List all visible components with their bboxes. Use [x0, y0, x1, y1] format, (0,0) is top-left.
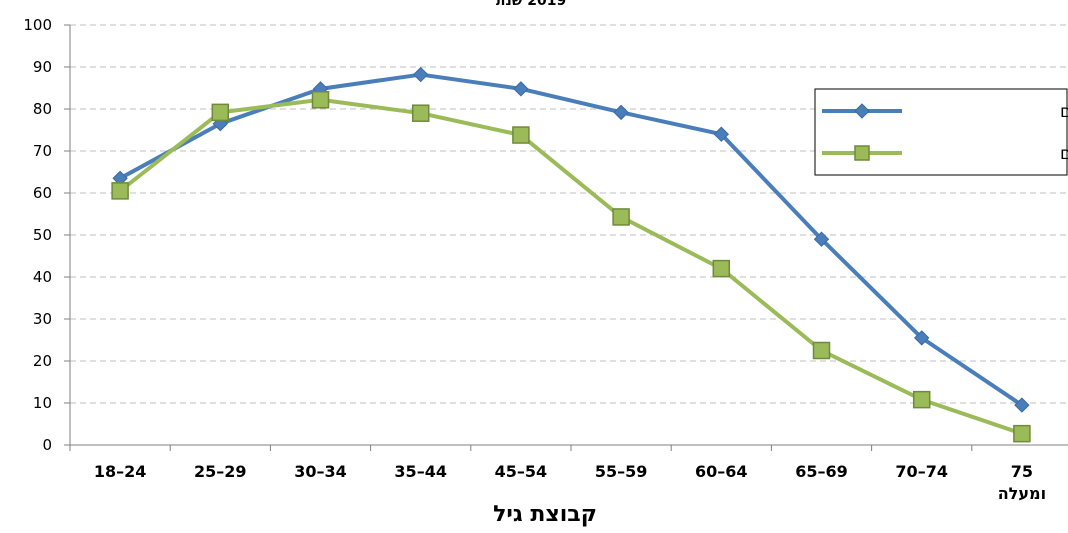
data-point-diamond: [1014, 397, 1030, 413]
legend-entry: גברים ערבים: [822, 144, 1068, 164]
y-tick-label: 20: [33, 352, 52, 370]
data-point-square: [512, 126, 530, 144]
x-tick-label: 55–59: [595, 462, 648, 481]
y-tick-label: 70: [33, 142, 52, 160]
data-point-diamond: [412, 66, 429, 83]
x-tick-label: 35–44: [394, 462, 447, 481]
legend-box: [814, 88, 1068, 176]
data-point-diamond: [513, 81, 529, 97]
gridlines: [70, 24, 1068, 404]
x-tick-label: 60–64: [695, 462, 748, 481]
data-point-square: [612, 208, 630, 226]
chart-title: 2019 שנת: [496, 0, 566, 9]
x-tick-label: 30–34: [294, 462, 347, 481]
data-point-square: [411, 104, 430, 122]
y-tick-label: 50: [33, 226, 52, 244]
legend-label: גברים יהודים: [1060, 102, 1068, 122]
y-tick-label: 90: [33, 58, 52, 76]
x-axis-title: קבוצת גיל: [493, 502, 597, 527]
data-point-diamond: [713, 126, 730, 142]
data-point-square: [211, 103, 230, 122]
series-line: [118, 97, 1023, 436]
x-tick-label: 75: [1011, 462, 1033, 481]
data-point-diamond: [813, 231, 830, 247]
series-lines: [111, 66, 1031, 443]
data-point-square: [854, 145, 870, 161]
axes: 0 10 20 30 40 50 60 70 80 90 100 18–24 25–29 30–34 35–…: [23, 16, 1068, 503]
data-point-square: [311, 91, 330, 109]
x-tick-label: ומעלה: [998, 484, 1046, 503]
y-tick-label: 60: [33, 184, 52, 202]
y-tick-label: 40: [33, 268, 52, 286]
data-point-square: [1013, 424, 1031, 443]
series-arab-men: [111, 91, 1031, 443]
y-tick-label: 0: [42, 436, 52, 454]
x-tick-label: 18–24: [94, 462, 147, 481]
data-point-square: [111, 182, 129, 200]
data-point-diamond: [913, 330, 930, 346]
y-tick-label: 80: [33, 100, 52, 118]
y-tick-label: 10: [33, 394, 52, 412]
x-tick-label: 45–54: [495, 462, 548, 481]
data-point-square: [812, 341, 831, 360]
data-point-diamond: [854, 103, 870, 119]
x-tick-label: 65–69: [795, 462, 848, 481]
x-tick-label: 70–74: [895, 462, 948, 481]
data-point-square: [712, 259, 731, 278]
x-tick-label: 25–29: [194, 462, 247, 481]
legend-label: גברים ערבים: [1060, 144, 1068, 164]
legend-entry: גברים יהודים: [822, 102, 1068, 122]
y-tick-label: 30: [33, 310, 52, 328]
data-point-diamond: [613, 104, 629, 121]
legend: גברים יהודים גברים ערבים: [814, 88, 1068, 176]
y-tick-label: 100: [23, 16, 52, 34]
data-point-square: [912, 390, 931, 409]
